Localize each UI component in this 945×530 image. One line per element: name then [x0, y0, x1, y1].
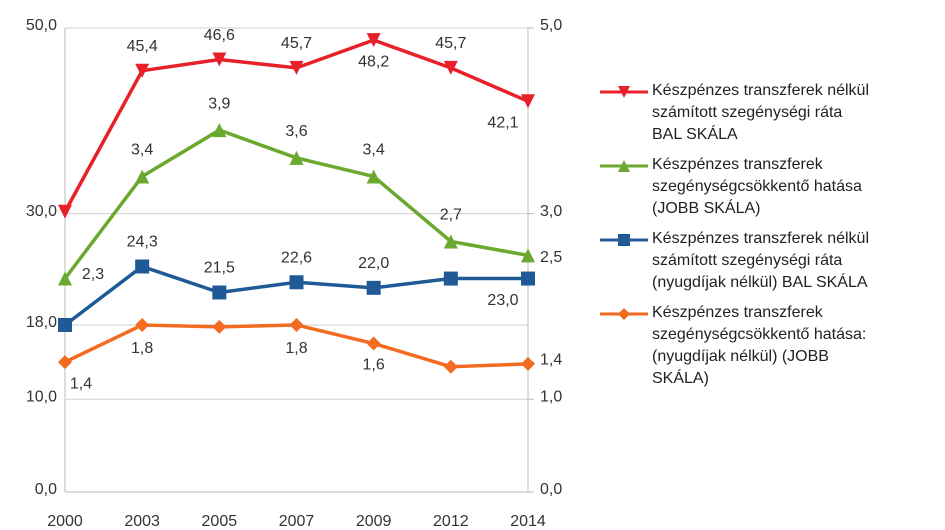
data-label: 45,7	[281, 35, 312, 52]
marker	[135, 63, 150, 78]
legend: Készpénzes transzferek nélkül számított …	[598, 80, 943, 398]
data-label: 42,1	[487, 115, 518, 132]
marker	[521, 356, 535, 371]
marker	[289, 150, 304, 165]
y-tick-label: 10,0	[26, 388, 57, 405]
marker	[289, 317, 304, 332]
legend-swatch	[600, 308, 648, 320]
y-tick-label: 18,0	[26, 314, 57, 331]
marker	[135, 317, 150, 332]
x-tick-label: 2003	[124, 513, 160, 530]
legend-swatch	[600, 86, 648, 98]
marker	[58, 271, 72, 286]
data-label: 1,4	[70, 375, 92, 392]
marker	[618, 86, 630, 98]
data-label: 1,6	[363, 357, 385, 374]
y2-tick-label: 0,0	[540, 481, 562, 498]
legend-label: Készpénzes transzferek szegénységcsökken…	[652, 304, 867, 387]
legend-label: Készpénzes transzferek szegénységcsökken…	[652, 156, 862, 217]
data-label: 22,6	[281, 249, 312, 266]
y2-tick-label: 1,4	[540, 351, 562, 368]
x-tick-label: 2005	[202, 513, 238, 530]
data-label: 3,4	[363, 142, 385, 159]
legend-swatch	[600, 160, 648, 172]
data-label: 2,3	[82, 266, 104, 283]
data-label: 22,0	[358, 255, 389, 272]
marker	[521, 94, 535, 109]
marker	[212, 319, 227, 334]
y-tick-label: 0,0	[35, 481, 57, 498]
legend-swatch	[600, 234, 648, 246]
legend-item: Készpénzes transzferek szegénységcsökken…	[598, 302, 943, 390]
marker	[521, 248, 535, 263]
marker	[135, 169, 150, 184]
y2-tick-label: 1,0	[540, 388, 562, 405]
y2-tick-label: 2,5	[540, 249, 562, 266]
marker	[366, 169, 381, 184]
marker	[443, 271, 458, 286]
x-tick-label: 2014	[510, 513, 546, 530]
marker	[135, 259, 150, 274]
legend-label: Készpénzes transzferek nélkül számított …	[652, 230, 869, 291]
x-tick-label: 2012	[433, 513, 469, 530]
legend-item: Készpénzes transzferek nélkül számított …	[598, 228, 943, 294]
marker	[212, 285, 227, 300]
data-label: 23,0	[487, 292, 518, 309]
data-label: 3,9	[208, 95, 230, 112]
data-label: 46,6	[204, 27, 235, 44]
marker	[618, 234, 630, 246]
marker	[366, 280, 381, 295]
y-tick-label: 50,0	[26, 17, 57, 34]
series-line	[63, 264, 528, 327]
x-tick-label: 2009	[356, 513, 392, 530]
data-label: 3,6	[285, 123, 307, 140]
marker	[289, 275, 304, 290]
legend-item: Készpénzes transzferek szegénységcsökken…	[598, 154, 943, 220]
data-label: 21,5	[204, 260, 235, 277]
data-label: 1,8	[131, 340, 153, 357]
data-label: 45,7	[435, 35, 466, 52]
marker	[212, 52, 227, 67]
marker	[366, 336, 381, 351]
y-tick-label: 30,0	[26, 203, 57, 220]
data-label: 48,2	[358, 53, 389, 70]
legend-item: Készpénzes transzferek nélkül számított …	[598, 80, 943, 146]
marker	[443, 60, 458, 75]
data-label: 3,4	[131, 142, 153, 159]
marker	[521, 271, 535, 286]
data-label: 2,7	[440, 207, 462, 224]
marker	[212, 123, 227, 138]
x-tick-label: 2007	[279, 513, 315, 530]
x-tick-label: 2000	[47, 513, 83, 530]
marker	[58, 204, 72, 219]
marker	[58, 317, 72, 332]
marker	[443, 234, 458, 249]
data-label: 45,4	[127, 38, 158, 55]
marker	[443, 359, 458, 374]
y2-tick-label: 3,0	[540, 203, 562, 220]
y2-tick-label: 5,0	[540, 17, 562, 34]
marker	[58, 355, 72, 370]
marker	[366, 33, 381, 48]
marker	[618, 308, 630, 320]
marker	[618, 160, 630, 172]
marker	[289, 60, 304, 75]
data-label: 1,8	[285, 340, 307, 357]
data-label: 24,3	[127, 234, 158, 251]
legend-label: Készpénzes transzferek nélkül számított …	[652, 82, 869, 143]
